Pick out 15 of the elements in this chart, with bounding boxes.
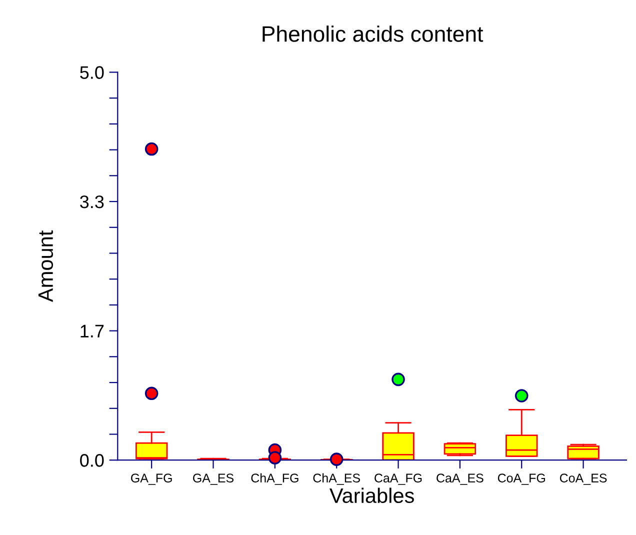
x-tick-label: GA_ES bbox=[193, 474, 234, 485]
y-tick-label: 3.3 bbox=[80, 195, 104, 208]
y-tick-label: 0.0 bbox=[80, 454, 104, 467]
x-tick-label: CoA_FG bbox=[498, 474, 545, 485]
x-axis-title: Variables bbox=[329, 488, 414, 504]
y-tick-label: 1.7 bbox=[80, 324, 104, 338]
x-tick-label: GA_FG bbox=[131, 474, 172, 485]
y-axis-title: Amount bbox=[38, 230, 54, 302]
y-tick-label: 5.0 bbox=[80, 66, 104, 79]
chart-title: Phenolic acids content bbox=[262, 26, 484, 42]
x-tick-label: CaA_ES bbox=[436, 474, 484, 485]
x-tick-label: CoA_ES bbox=[560, 474, 607, 485]
x-tick-label: ChA_ES bbox=[313, 473, 360, 485]
x-tick-label: CaA_FG bbox=[374, 474, 422, 485]
x-tick-label: ChA_FG bbox=[251, 473, 298, 485]
